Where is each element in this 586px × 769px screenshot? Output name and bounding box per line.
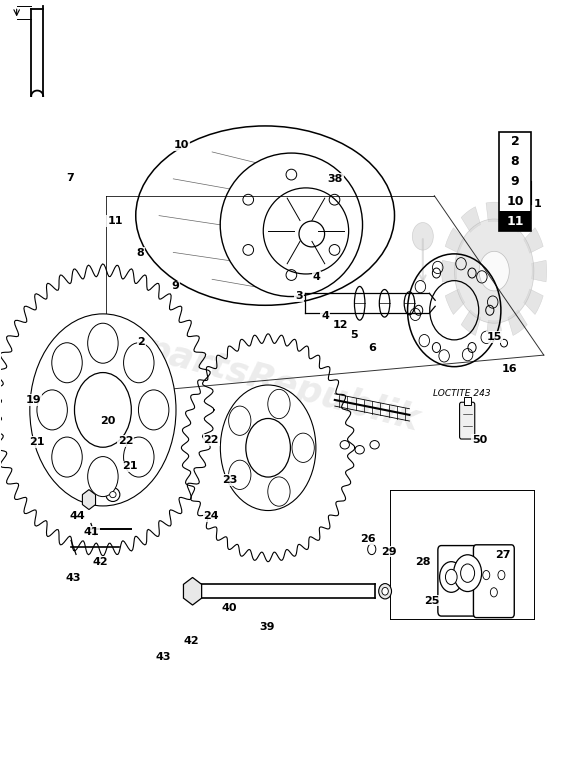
- Circle shape: [229, 406, 251, 435]
- FancyBboxPatch shape: [473, 544, 515, 618]
- Ellipse shape: [110, 491, 116, 498]
- Circle shape: [74, 372, 131, 448]
- Ellipse shape: [500, 339, 507, 347]
- Wedge shape: [445, 289, 465, 315]
- Circle shape: [454, 554, 482, 591]
- Text: 12: 12: [333, 320, 349, 330]
- Circle shape: [30, 314, 176, 506]
- Text: 4: 4: [312, 272, 321, 282]
- Wedge shape: [461, 310, 481, 335]
- Text: 11: 11: [506, 215, 524, 228]
- Circle shape: [292, 433, 314, 462]
- Text: 39: 39: [259, 622, 274, 632]
- Wedge shape: [442, 261, 456, 282]
- Text: 9: 9: [171, 281, 179, 291]
- Text: 19: 19: [26, 394, 41, 404]
- Text: 43: 43: [66, 573, 81, 583]
- Text: 23: 23: [222, 475, 238, 485]
- Text: 8: 8: [137, 248, 144, 258]
- Wedge shape: [445, 228, 465, 253]
- Text: 41: 41: [84, 527, 100, 537]
- Circle shape: [246, 418, 291, 477]
- Text: 8: 8: [510, 155, 519, 168]
- Circle shape: [124, 343, 154, 383]
- Text: 9: 9: [510, 175, 519, 188]
- Text: 27: 27: [495, 550, 511, 560]
- Text: 6: 6: [368, 343, 376, 353]
- Text: 15: 15: [486, 332, 502, 342]
- Text: 44: 44: [69, 511, 85, 521]
- Text: 40: 40: [221, 603, 237, 613]
- Text: 42: 42: [183, 636, 199, 646]
- Text: partsRepublik: partsRepublik: [140, 331, 423, 438]
- Ellipse shape: [106, 488, 120, 501]
- Wedge shape: [486, 321, 502, 340]
- Circle shape: [52, 343, 82, 383]
- Text: 50: 50: [472, 434, 487, 444]
- Bar: [499, 131, 531, 231]
- Text: 28: 28: [415, 558, 430, 568]
- Text: 21: 21: [122, 461, 138, 471]
- Text: 3: 3: [295, 291, 302, 301]
- Ellipse shape: [379, 584, 391, 599]
- FancyBboxPatch shape: [438, 545, 509, 616]
- Text: 24: 24: [203, 511, 219, 521]
- Circle shape: [124, 437, 154, 477]
- Text: 7: 7: [66, 172, 74, 182]
- Circle shape: [268, 477, 290, 506]
- Circle shape: [479, 251, 509, 291]
- Text: 22: 22: [203, 434, 219, 444]
- Text: 43: 43: [156, 651, 171, 661]
- Text: 38: 38: [328, 174, 343, 184]
- Text: 25: 25: [424, 595, 440, 605]
- Text: 11: 11: [107, 216, 123, 226]
- Wedge shape: [532, 261, 547, 282]
- Circle shape: [220, 385, 316, 511]
- Text: 2: 2: [138, 338, 145, 348]
- Text: 2: 2: [510, 135, 519, 148]
- Polygon shape: [183, 578, 202, 605]
- Circle shape: [445, 569, 457, 584]
- Circle shape: [88, 323, 118, 363]
- Text: 21: 21: [29, 437, 44, 447]
- Circle shape: [413, 222, 433, 250]
- Text: 4: 4: [321, 311, 329, 321]
- Ellipse shape: [382, 588, 389, 595]
- Text: 42: 42: [93, 558, 108, 568]
- Wedge shape: [486, 202, 502, 222]
- Wedge shape: [524, 289, 543, 315]
- Wedge shape: [461, 207, 481, 232]
- Circle shape: [455, 219, 534, 323]
- Text: 1: 1: [534, 199, 542, 209]
- Text: 10: 10: [506, 195, 524, 208]
- Bar: [464, 397, 471, 404]
- Text: 10: 10: [173, 141, 189, 151]
- Circle shape: [229, 460, 251, 489]
- Circle shape: [88, 457, 118, 497]
- Text: LOCTITE 243: LOCTITE 243: [433, 389, 491, 398]
- Bar: [499, 211, 531, 231]
- Circle shape: [440, 561, 463, 592]
- Polygon shape: [83, 490, 96, 510]
- Text: 16: 16: [502, 365, 518, 375]
- Circle shape: [268, 389, 290, 418]
- Circle shape: [461, 564, 475, 582]
- FancyBboxPatch shape: [459, 402, 475, 439]
- Circle shape: [37, 390, 67, 430]
- Circle shape: [138, 390, 169, 430]
- Wedge shape: [508, 310, 527, 335]
- Text: 29: 29: [381, 547, 397, 557]
- Wedge shape: [508, 207, 527, 232]
- Wedge shape: [524, 228, 543, 253]
- Text: 22: 22: [118, 436, 134, 446]
- Text: 26: 26: [360, 534, 376, 544]
- Text: 5: 5: [350, 330, 358, 340]
- Circle shape: [52, 437, 82, 477]
- Text: 20: 20: [100, 416, 116, 426]
